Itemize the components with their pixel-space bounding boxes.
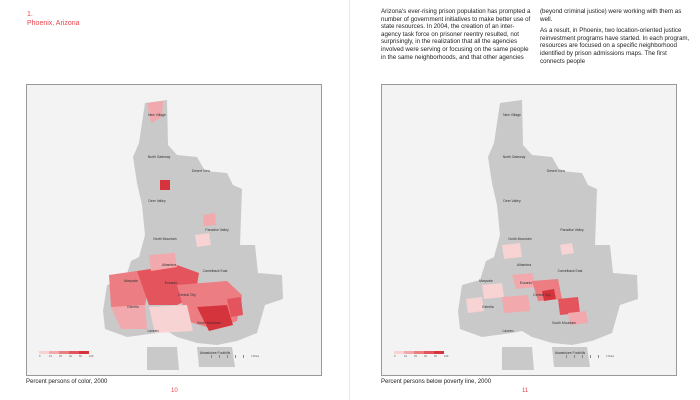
body-paragraph: (beyond criminal justice) were working w… [540,8,682,23]
map-label-alhambra: Alhambra [161,263,177,267]
legend-swatch [404,351,414,354]
legend-tick: 0 [39,355,41,358]
map-label-north-mountain: North Mountain [153,237,177,241]
city-map-right [458,100,638,370]
page-number: 10 [171,388,178,394]
map-label-desert-view: Desert View [546,169,566,173]
map-caption: Percent persons of color, 2000 [26,379,108,385]
legend-tick: 0 [394,355,396,358]
scale-bar: 4 Miles [211,355,259,358]
legend-swatch [39,351,49,354]
map-label-camelback-east: Camelback East [202,269,228,273]
legend-swatch [394,351,404,354]
body-text-column-2: (beyond criminal justice) were working w… [540,8,690,69]
legend-tick: 100 [89,355,94,358]
right-page: Arizona's ever-rising prison population … [350,0,700,400]
legend-tick: 10 [404,355,407,358]
left-page: 1. Phoenix, Arizona [26,10,322,394]
legend: 0 10 25 40 60 100 [394,351,454,358]
map-label-desert-view: Desert View [191,169,211,173]
map-label-south-mountain: South Mountain [552,321,576,325]
map-label-ahwatukee-foothills: Ahwatukee Foothills [554,351,586,355]
legend-swatch [424,351,434,354]
map-label-new-village: New Village [503,113,521,117]
map-label-central-city: Central City [178,293,196,297]
legend-swatch [59,351,69,354]
map-label-north-gateway: North Gateway [147,155,171,159]
map-label-encanto: Encanto [164,281,178,285]
map-label-paradise-valley: Paradise Valley [205,228,229,232]
legend-swatches [394,351,454,354]
legend-ticks: 0 10 25 40 60 100 [39,355,99,358]
map-label-laveen: Laveen [147,329,159,333]
scale-label: 4 Miles [606,355,615,358]
map-label-new-village: New Village [148,113,166,117]
page-gutter [349,0,350,400]
map-label-north-mountain: North Mountain [508,237,532,241]
body-paragraph: As a result, in Phoenix, two location-or… [540,27,690,65]
legend-tick: 40 [69,355,72,358]
legend-tick: 100 [444,355,449,358]
body-paragraph: Arizona's ever-rising prison population … [381,8,531,61]
city-map-left [103,100,283,370]
map-label-north-gateway: North Gateway [502,155,526,159]
map-label-laveen: Laveen [502,329,514,333]
map-label-deer-valley: Deer Valley [148,199,166,203]
legend-tick: 60 [434,355,437,358]
map-label-deer-valley: Deer Valley [503,199,521,203]
map-label-encanto: Encanto [519,281,533,285]
legend-swatches [39,351,99,354]
chapter-heading: 1. Phoenix, Arizona [27,10,80,28]
map-label-camelback-east: Camelback East [557,269,583,273]
map-caption: Percent persons below poverty line, 2000 [381,379,492,385]
chapter-number: 1. [27,11,33,18]
legend-tick: 25 [414,355,417,358]
map-label-paradise-valley: Paradise Valley [560,228,584,232]
page-number: 11 [522,388,529,394]
map-label-south-mountain: South Mountain [197,321,221,325]
chapter-title: Phoenix, Arizona [27,20,80,27]
map-poverty: New Village North Gateway Desert View De… [381,84,677,376]
body-text-column-1: Arizona's ever-rising prison population … [381,8,531,65]
legend-swatch [414,351,424,354]
scale-label: 4 Miles [251,355,260,358]
map-label-alhambra: Alhambra [516,263,532,267]
map-label-maryvale: Maryvale [124,279,138,283]
map-persons-of-color: New Village North Gateway Desert View De… [26,84,322,376]
legend-swatch [434,351,444,354]
legend-swatch [49,351,59,354]
legend-tick: 10 [49,355,52,358]
map-label-central-city: Central City [533,293,551,297]
map-label-estrella: Estrella [127,305,139,309]
legend-ticks: 0 10 25 40 60 100 [394,355,454,358]
legend-tick: 60 [79,355,82,358]
scale-bar: 4 Miles [566,355,614,358]
legend-swatch [69,351,79,354]
map-label-ahwatukee-foothills: Ahwatukee Foothills [199,351,231,355]
legend-swatch [79,351,89,354]
map-label-estrella: Estrella [482,305,494,309]
legend-tick: 40 [424,355,427,358]
legend: 0 10 25 40 60 100 [39,351,99,358]
map-label-maryvale: Maryvale [479,279,493,283]
legend-tick: 25 [59,355,62,358]
